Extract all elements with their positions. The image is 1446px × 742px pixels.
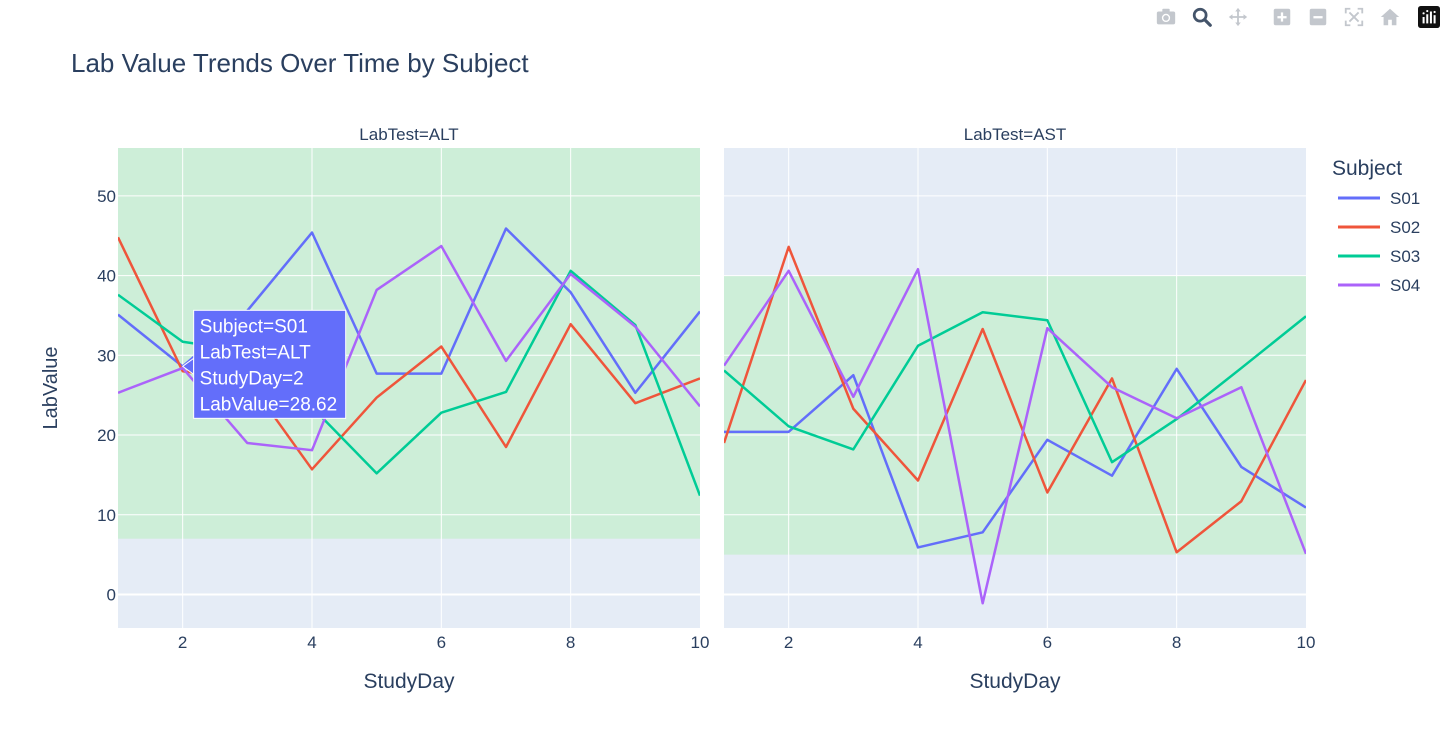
x-tick-label: 4 (913, 633, 922, 652)
tooltip-line: LabTest=ALT (200, 342, 311, 363)
modebar (1148, 4, 1442, 30)
legend-title: Subject (1332, 157, 1402, 180)
legend-item-s01[interactable]: S01 (1338, 189, 1420, 208)
x-axis-title: StudyDay (969, 670, 1061, 693)
x-tick-label: 4 (307, 633, 316, 652)
reset-axes-icon[interactable] (1372, 4, 1408, 30)
tooltip-box (193, 309, 347, 419)
x-tick-label: 8 (1172, 633, 1181, 652)
legend-item-s04[interactable]: S04 (1338, 276, 1420, 295)
y-tick-label: 50 (97, 187, 116, 206)
series-line-s04[interactable] (724, 267, 1306, 605)
zoom-icon[interactable] (1184, 4, 1220, 30)
series-line-s02[interactable] (724, 245, 1306, 554)
y-tick-label: 0 (107, 586, 116, 605)
x-tick-label: 10 (1297, 633, 1316, 652)
facet-panel-1: 2 4 6 8 10 LabTest=AST StudyDay (724, 125, 1315, 693)
x-tick-label: 8 (566, 633, 575, 652)
plotly-logo-icon[interactable] (1416, 4, 1442, 30)
series-line-s03[interactable] (724, 311, 1306, 464)
zoom-in-icon[interactable] (1264, 4, 1300, 30)
autoscale-icon[interactable] (1336, 4, 1372, 30)
tooltip-line: Subject=S01 (200, 316, 308, 337)
x-tick-label: 2 (784, 633, 793, 652)
facet-label: LabTest=ALT (359, 125, 458, 144)
normal-range-band (724, 275, 1306, 555)
x-tick-label: 2 (178, 633, 187, 652)
legend-label: S01 (1390, 189, 1420, 208)
x-axis-title: StudyDay (363, 670, 455, 693)
facet-label: LabTest=AST (964, 125, 1067, 144)
legend-item-s03[interactable]: S03 (1338, 247, 1420, 266)
x-tick-label: 10 (691, 633, 710, 652)
legend-label: S03 (1390, 247, 1420, 266)
facet-panels: 2 4 6 8 10 0 10 20 30 40 50 LabTest=ALT StudyDay 2 4 6 8… (97, 125, 1315, 693)
hover-tooltip: Subject=S01 LabTest=ALT StudyDay=2 LabValue… (181, 309, 347, 419)
series-lines (724, 245, 1306, 605)
tooltip-line: LabValue=28.62 (200, 394, 338, 415)
y-axis-title: LabValue (40, 346, 62, 429)
x-tick-label: 6 (1043, 633, 1052, 652)
legend-label: S02 (1390, 218, 1420, 237)
legend-item-s02[interactable]: S02 (1338, 218, 1420, 237)
y-tick-label: 30 (97, 346, 116, 365)
series-line-s01[interactable] (724, 367, 1306, 549)
chart-title: Lab Value Trends Over Time by Subject (71, 48, 529, 78)
pan-icon[interactable] (1220, 4, 1256, 30)
tooltip-line: StudyDay=2 (200, 368, 304, 389)
legend-label: S04 (1390, 276, 1420, 295)
zoom-out-icon[interactable] (1300, 4, 1336, 30)
x-tick-label: 6 (437, 633, 446, 652)
legend: Subject S01 S02 S03 S04 (1332, 157, 1420, 295)
camera-icon[interactable] (1148, 4, 1184, 30)
y-tick-label: 10 (97, 506, 116, 525)
y-tick-label: 20 (97, 426, 116, 445)
facet-panel-0: 2 4 6 8 10 0 10 20 30 40 50 LabTest=ALT StudyDay (97, 125, 709, 693)
y-tick-label: 40 (97, 267, 116, 286)
